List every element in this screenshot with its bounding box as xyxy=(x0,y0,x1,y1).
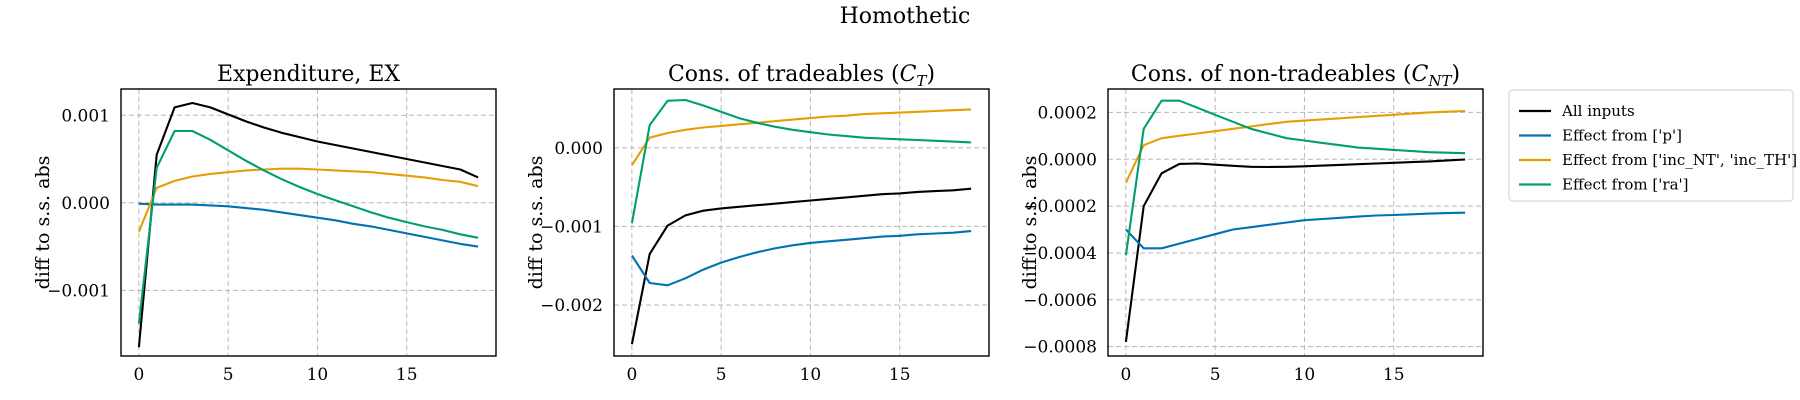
legend-label: Effect from ['p'] xyxy=(1562,127,1682,145)
series-line xyxy=(137,129,479,324)
x-tick-label: 15 xyxy=(396,365,418,385)
series-line xyxy=(630,187,972,345)
series-line xyxy=(137,101,479,348)
series-line xyxy=(631,108,972,166)
plot-frame xyxy=(1107,88,1484,357)
panel-title: Cons. of non-tradeables (CNT) xyxy=(1131,62,1460,90)
x-tick-label: 5 xyxy=(716,365,727,385)
x-tick-label: 10 xyxy=(800,365,822,385)
x-tick-label: 0 xyxy=(626,365,637,385)
y-tick-label: 0.000 xyxy=(554,139,603,159)
x-tick-label: 10 xyxy=(1294,365,1316,385)
y-tick-label: −0.001 xyxy=(47,281,110,301)
legend-label: Effect from ['inc_NT', 'inc_TH'] xyxy=(1562,151,1797,169)
chart-panel-1: 0 5 10 15 −0.001 0.000 0.001 diff to s.s. abs Ex… xyxy=(32,62,497,385)
x-tick-label: 15 xyxy=(889,365,911,385)
y-tick-label: −0.0006 xyxy=(1023,291,1097,311)
panel-title: Expenditure, EX xyxy=(217,62,400,87)
x-tick-label: 5 xyxy=(1210,365,1221,385)
chart-panel-2: 0 5 10 15 −0.002 −0.001 0.000 diff to s.s. abs C… xyxy=(525,62,990,385)
series-line xyxy=(137,167,479,233)
y-tick-label: −0.001 xyxy=(540,217,603,237)
series-line xyxy=(1124,158,1466,343)
y-tick-label: −0.0002 xyxy=(1023,197,1097,217)
series-line xyxy=(1124,99,1466,256)
y-axis-label: diff to s.s. abs xyxy=(1019,156,1041,290)
y-tick-label: 0.0000 xyxy=(1038,150,1097,170)
legend-box xyxy=(1508,89,1794,202)
x-tick-label: 0 xyxy=(133,365,144,385)
y-tick-label: 0.0002 xyxy=(1038,103,1097,123)
x-tick-label: 10 xyxy=(307,365,329,385)
legend-label: Effect from ['ra'] xyxy=(1562,176,1689,194)
series-line xyxy=(1125,211,1466,250)
x-tick-label: 5 xyxy=(223,365,234,385)
x-tick-label: 0 xyxy=(1120,365,1131,385)
y-tick-label: −0.0008 xyxy=(1023,338,1097,358)
series-line xyxy=(631,230,972,287)
y-axis-label: diff to s.s. abs xyxy=(525,156,547,290)
y-tick-label: 0.001 xyxy=(61,106,110,126)
y-axis-label: diff to s.s. abs xyxy=(32,156,54,290)
plot-frame xyxy=(120,88,497,357)
legend: All inputs Effect from ['p'] Effect from [… xyxy=(1508,89,1797,202)
y-tick-label: 0.000 xyxy=(61,194,110,214)
plot-frame xyxy=(613,88,990,357)
y-tick-label: −0.002 xyxy=(540,296,603,316)
legend-label: All inputs xyxy=(1561,102,1635,120)
y-tick-label: −0.0004 xyxy=(1023,244,1097,264)
x-tick-label: 15 xyxy=(1383,365,1405,385)
panel-title: Cons. of tradeables (CT) xyxy=(668,62,935,90)
chart-panel-3: 0 5 10 15 −0.0008 −0.0006 −0.0004 −0.0002 0.0000… xyxy=(1019,62,1484,385)
series-line xyxy=(630,98,972,224)
series-line xyxy=(138,202,479,248)
panels: 0 5 10 15 −0.001 0.000 0.001 diff to s.s. abs Ex… xyxy=(32,62,1484,385)
figure-title: Homothetic xyxy=(840,4,971,29)
series-line xyxy=(1124,109,1466,184)
